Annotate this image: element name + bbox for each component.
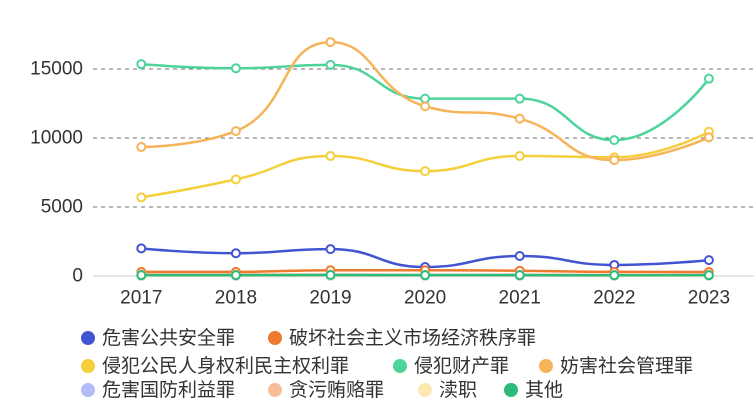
data-point[interactable] [230, 126, 241, 137]
legend-item[interactable]: 侵犯财产罪 [393, 354, 509, 378]
x-tick-label: 2020 [404, 288, 446, 309]
x-tick-label: 2023 [688, 288, 730, 309]
data-point[interactable] [230, 63, 241, 74]
legend-marker [81, 331, 95, 345]
data-point[interactable] [136, 192, 147, 203]
data-point[interactable] [230, 270, 241, 281]
data-point[interactable] [609, 135, 620, 146]
y-tick-label: 15000 [30, 59, 83, 80]
legend-item[interactable]: 侵犯公民人身权利民主权利罪 [81, 354, 349, 378]
data-point[interactable] [136, 59, 147, 70]
data-point[interactable] [514, 93, 525, 104]
legend-label: 渎职 [439, 379, 478, 401]
data-point[interactable] [136, 270, 147, 281]
legend-label: 其他 [525, 379, 564, 401]
legend-label: 贪污贿赂罪 [289, 379, 385, 401]
legend-marker [418, 383, 432, 397]
y-tick-label: 5000 [41, 197, 83, 218]
series [136, 59, 714, 146]
data-point[interactable] [514, 113, 525, 124]
x-tick-label: 2022 [593, 288, 635, 309]
data-point[interactable] [514, 270, 525, 281]
data-point[interactable] [420, 166, 431, 177]
data-point[interactable] [703, 270, 714, 281]
legend-label: 妨害社会管理罪 [560, 355, 694, 377]
data-point[interactable] [136, 141, 147, 152]
legend-item[interactable]: 其他 [504, 378, 563, 402]
data-point[interactable] [420, 270, 431, 281]
x-tick-label: 2017 [120, 288, 162, 309]
x-tick-label: 2018 [215, 288, 257, 309]
legend-marker [539, 359, 553, 373]
data-point[interactable] [230, 174, 241, 185]
y-tick-label: 0 [72, 266, 83, 287]
legend-marker [81, 383, 95, 397]
axes: 0 5000 10000 15000 2017 2018 2019 2020 2021 2022 2… [30, 59, 754, 309]
legend-label: 危害公共安全罪 [102, 327, 236, 349]
legend-item[interactable]: 危害国防利益罪 [81, 378, 235, 402]
legend-label: 侵犯公民人身权利民主权利罪 [102, 355, 350, 377]
data-point[interactable] [230, 248, 241, 259]
data-point[interactable] [514, 150, 525, 161]
data-point[interactable] [325, 150, 336, 161]
series-line [140, 40, 711, 162]
line-chart: 0 5000 10000 15000 2017 2018 2019 2020 2021 2022 2… [30, 37, 754, 309]
legend-marker [504, 383, 518, 397]
legend-item[interactable]: 妨害社会管理罪 [539, 354, 693, 378]
data-point[interactable] [514, 250, 525, 261]
x-tick-label: 2021 [499, 288, 541, 309]
series [136, 37, 714, 166]
data-point[interactable] [136, 243, 147, 254]
data-point[interactable] [703, 132, 714, 143]
legend-marker [81, 359, 95, 373]
legend-item[interactable]: 危害公共安全罪 [81, 326, 235, 350]
data-point[interactable] [325, 37, 336, 48]
data-point[interactable] [325, 244, 336, 255]
legend-marker [268, 331, 282, 345]
legend-label: 危害国防利益罪 [102, 379, 236, 401]
data-point[interactable] [703, 255, 714, 266]
series [136, 270, 714, 281]
legend-marker [393, 359, 407, 373]
data-point[interactable] [420, 101, 431, 112]
legend-marker [268, 383, 282, 397]
data-point[interactable] [325, 59, 336, 70]
series-line [140, 130, 711, 199]
legend-label: 侵犯财产罪 [414, 355, 510, 377]
legend-item[interactable]: 贪污贿赂罪 [268, 378, 384, 402]
legend-item[interactable]: 渎职 [418, 378, 477, 402]
data-point[interactable] [609, 155, 620, 166]
legend-item[interactable]: 破坏社会主义市场经济秩序罪 [268, 326, 536, 350]
data-point[interactable] [609, 270, 620, 281]
data-point[interactable] [703, 73, 714, 84]
legend-label: 破坏社会主义市场经济秩序罪 [289, 327, 537, 349]
y-tick-label: 10000 [30, 128, 83, 149]
data-point[interactable] [325, 270, 336, 281]
x-tick-label: 2019 [309, 288, 351, 309]
